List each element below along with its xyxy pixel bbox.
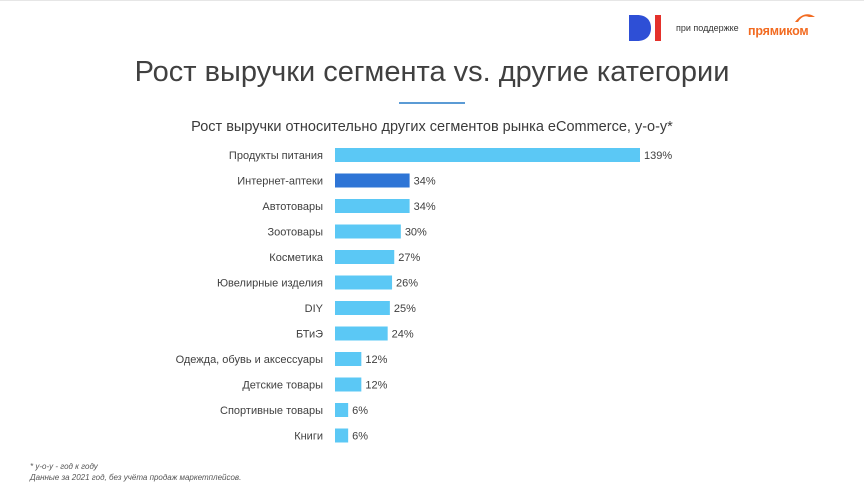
footnote-line-1: * y-o-y - год к году [30,462,98,471]
category-label: Косметика [269,252,324,264]
category-label: Зоотовары [267,227,323,239]
bar [335,199,410,213]
brand-arrow-icon [795,14,815,22]
footnote: * y-o-y - год к году Данные за 2021 год,… [30,461,241,483]
bar [335,352,362,366]
brand-logo: прямиком [748,24,809,38]
value-label: 12% [365,354,387,366]
value-label: 26% [396,278,418,290]
top-border [0,0,864,1]
bar [335,377,362,392]
category-label: Одежда, обувь и аксессуары [176,354,324,366]
bar [335,148,640,162]
bar-chart: Продукты питания 139% Интернет-аптеки 34% Ав… [176,148,672,443]
bar [335,275,393,290]
category-label: Детские товары [242,380,323,392]
value-label: 34% [414,176,436,188]
category-label: Ювелирные изделия [217,278,323,290]
bar [335,326,388,341]
bar [335,224,401,239]
value-label: 34% [414,201,436,213]
footnote-line-2: Данные за 2021 год, без учёта продаж мар… [30,473,242,482]
value-label: 25% [394,303,416,315]
value-label: 27% [398,252,420,264]
bar [335,428,349,443]
category-label: Продукты питания [229,150,323,162]
value-label: 12% [365,380,387,392]
category-label: Спортивные товары [220,405,323,417]
title-divider [399,102,465,104]
bar [335,250,395,264]
bar [335,403,349,417]
value-label: 6% [352,405,368,417]
category-label: Книги [294,431,323,443]
category-label: БТиЭ [296,329,323,341]
category-label: Автотовары [262,201,323,213]
chart-title: Рост выручки относительно других сегмент… [191,119,673,135]
bar [335,173,410,188]
support-text: при поддержке [676,23,739,33]
category-label: Интернет-аптеки [237,176,323,188]
page-title: Рост выручки сегмента vs. другие категор… [134,56,730,88]
bar [335,301,390,315]
value-label: 139% [644,150,672,162]
value-label: 30% [405,227,427,239]
di-logo-icon [629,15,661,41]
value-label: 6% [352,431,368,443]
category-label: DIY [305,303,324,315]
value-label: 24% [392,329,414,341]
